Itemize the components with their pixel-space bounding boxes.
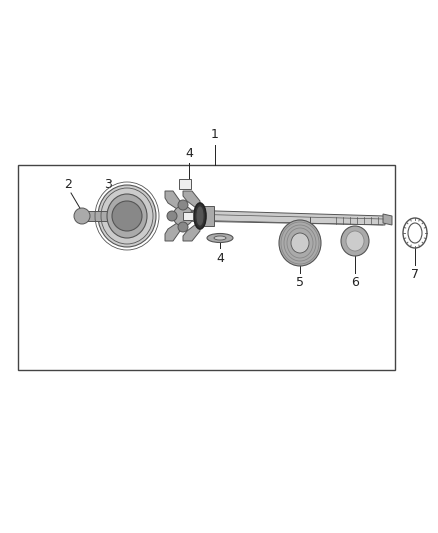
Ellipse shape [291, 233, 309, 253]
Ellipse shape [287, 228, 313, 258]
Ellipse shape [98, 185, 156, 247]
Ellipse shape [341, 226, 369, 256]
Ellipse shape [194, 203, 206, 229]
Bar [18, 165, 395, 370]
Circle shape [112, 201, 142, 231]
Ellipse shape [346, 231, 364, 251]
Text: 4: 4 [216, 252, 224, 265]
Text: 7: 7 [411, 268, 419, 281]
Bar [204, 206, 214, 226]
Ellipse shape [281, 222, 319, 264]
Text: 2: 2 [64, 178, 72, 191]
Bar [82, 211, 122, 221]
Text: 1: 1 [211, 128, 219, 141]
Circle shape [173, 206, 193, 226]
Ellipse shape [107, 194, 147, 238]
Polygon shape [165, 191, 180, 211]
Text: 4: 4 [185, 147, 193, 160]
Bar [179, 179, 191, 189]
Ellipse shape [214, 236, 226, 240]
Text: 5: 5 [296, 276, 304, 289]
Polygon shape [183, 221, 200, 241]
Circle shape [167, 211, 177, 221]
Text: 3: 3 [104, 178, 112, 191]
Circle shape [74, 208, 90, 224]
Bar [76, 213, 84, 219]
Ellipse shape [207, 233, 233, 243]
Polygon shape [183, 210, 385, 225]
Ellipse shape [284, 225, 316, 261]
Bar [183, 212, 193, 220]
Polygon shape [383, 214, 392, 225]
Polygon shape [165, 221, 180, 241]
Circle shape [178, 200, 188, 210]
Circle shape [178, 222, 188, 232]
Circle shape [189, 211, 199, 221]
Text: 6: 6 [351, 276, 359, 289]
Ellipse shape [279, 220, 321, 266]
Ellipse shape [197, 207, 203, 225]
Polygon shape [183, 191, 200, 211]
